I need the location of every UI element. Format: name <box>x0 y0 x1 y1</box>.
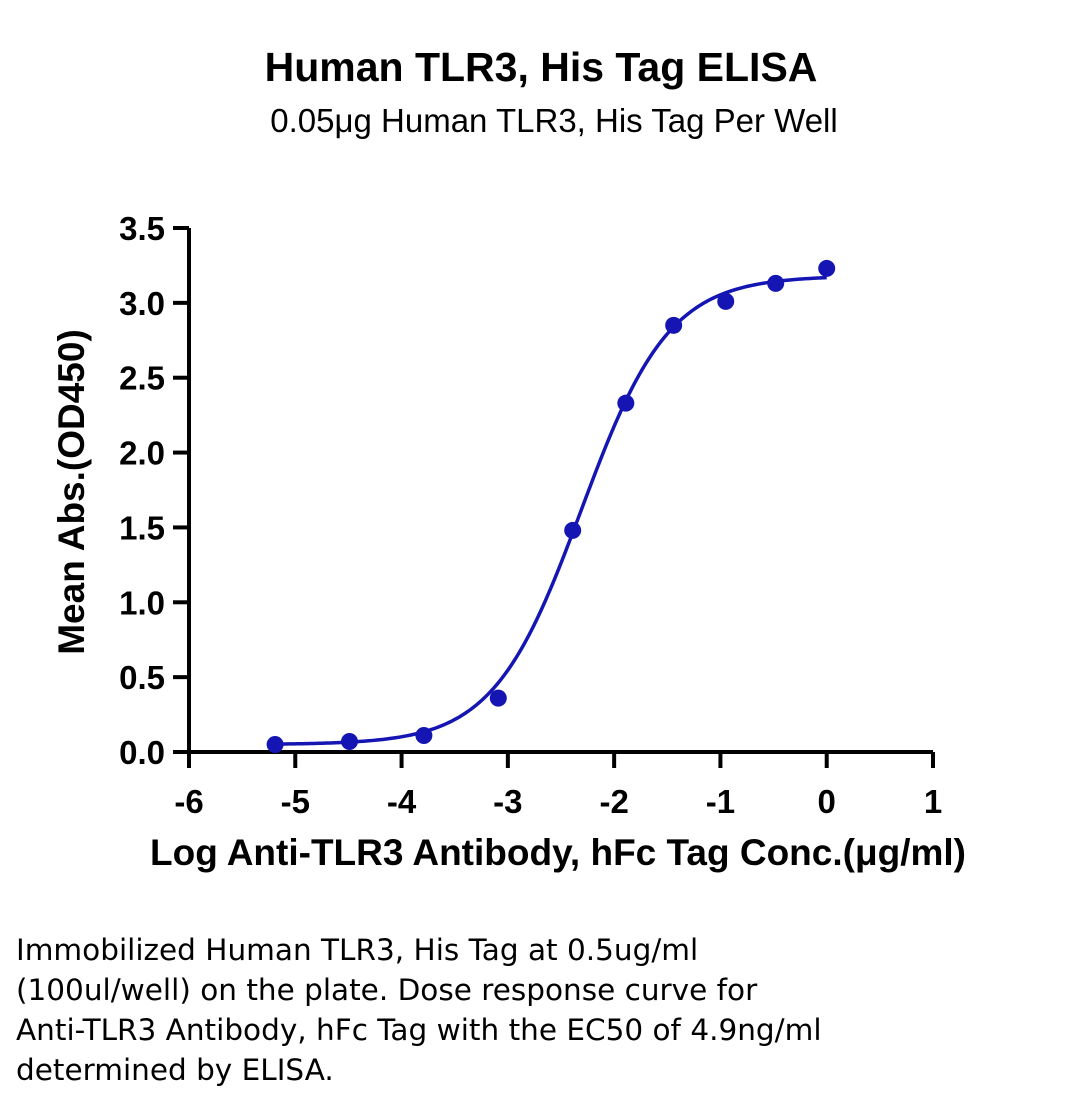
tick-labels: 0.0 0.5 1.0 1.5 2.0 2.5 3.0 3.5 -6 -5 -4 -3 -2 -1 0 1 <box>119 210 942 820</box>
y-tick-label: 1.5 <box>119 509 165 546</box>
caption: Immobilized Human TLR3, His Tag at 0.5ug… <box>16 930 1066 1090</box>
data-point <box>767 274 785 292</box>
caption-line: Anti-TLR3 Antibody, hFc Tag with the EC5… <box>16 1013 822 1047</box>
data-point <box>717 292 735 310</box>
y-tick-label: 1.0 <box>119 584 165 621</box>
data-point <box>266 736 284 754</box>
x-tick-label: 0 <box>818 783 836 820</box>
elisa-chart: 0.0 0.5 1.0 1.5 2.0 2.5 3.0 3.5 -6 -5 -4 -3 -2 -1 0 1 L… <box>51 210 966 873</box>
y-tick-label: 0.5 <box>119 659 165 696</box>
chart-title: Human TLR3, His Tag ELISA <box>264 44 818 90</box>
data-point <box>617 394 635 412</box>
chart-subtitle: 0.05μg Human TLR3, His Tag Per Well <box>270 102 838 139</box>
y-tick-label: 2.5 <box>119 360 165 397</box>
y-tick-label: 3.0 <box>119 285 165 322</box>
x-tick-label: -1 <box>706 783 735 820</box>
data-point <box>665 316 683 334</box>
y-axis-label: Mean Abs.(OD450) <box>51 329 92 655</box>
data-points <box>266 259 836 754</box>
x-tick-label: -3 <box>493 783 522 820</box>
x-tick-label: -4 <box>387 783 417 820</box>
x-tick-label: -2 <box>599 783 628 820</box>
caption-line: (100ul/well) on the plate. Dose response… <box>16 973 758 1007</box>
y-tick-label: 3.5 <box>119 210 165 247</box>
y-tick-label: 0.0 <box>119 734 165 771</box>
x-axis-label: Log Anti-TLR3 Antibody, hFc Tag Conc.(μg… <box>150 832 966 873</box>
data-point <box>340 733 358 751</box>
x-tick-label: -5 <box>281 783 310 820</box>
data-point <box>818 259 836 277</box>
fit-curve <box>275 275 827 746</box>
data-point <box>564 521 582 539</box>
axes <box>173 226 935 768</box>
data-point <box>489 689 507 707</box>
x-tick-label: -6 <box>174 783 203 820</box>
caption-line: determined by ELISA. <box>16 1053 334 1087</box>
y-tick-label: 2.0 <box>119 435 165 472</box>
data-point <box>415 727 433 745</box>
x-tick-label: 1 <box>924 783 942 820</box>
caption-line: Immobilized Human TLR3, His Tag at 0.5ug… <box>16 933 699 967</box>
